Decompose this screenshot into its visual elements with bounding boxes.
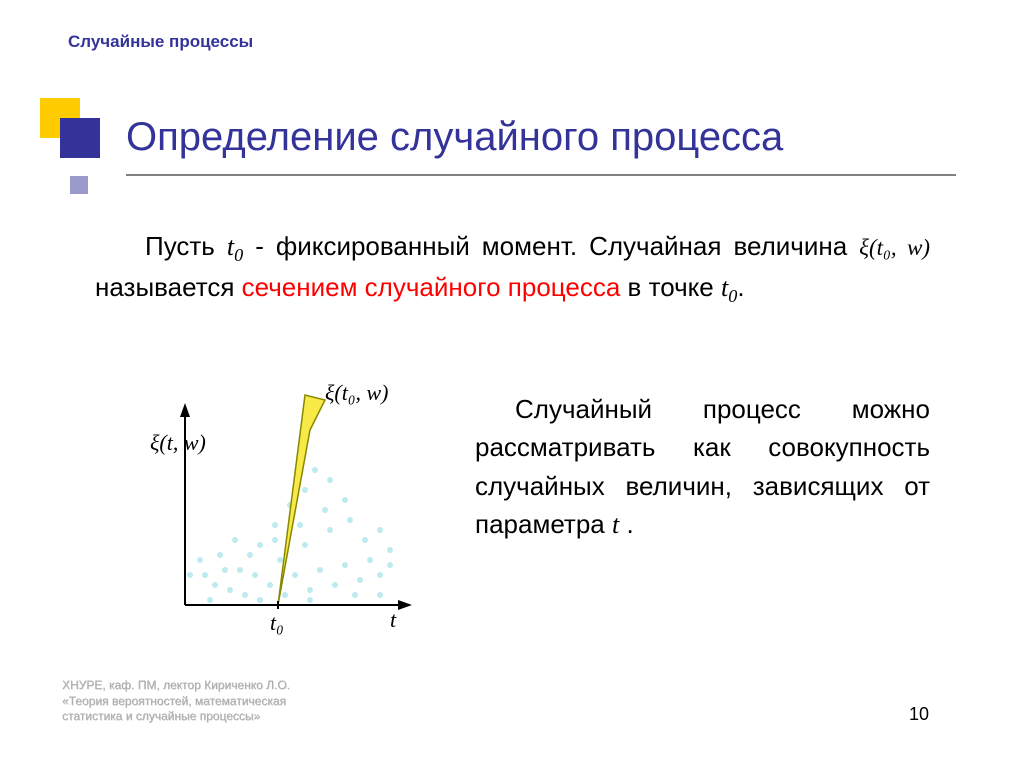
label-xi-tw: ξ(t, w) bbox=[150, 430, 206, 455]
title-underline bbox=[126, 174, 956, 176]
page-title: Определение случайного процесса bbox=[126, 115, 783, 160]
p2-t1: Случайный процесс можно рассматривать ка… bbox=[475, 394, 930, 539]
tick-t0-label: t₀ bbox=[270, 610, 284, 635]
p1-var-t: t bbox=[227, 232, 234, 261]
page-number: 10 bbox=[909, 704, 929, 725]
p1-t3: называется bbox=[95, 272, 242, 302]
figure-diagram: ξ(t, w) ξ(t₀, w) t t₀ bbox=[130, 375, 430, 655]
label-xi-t0w: ξ(t₀, w) bbox=[325, 380, 389, 405]
x-arrow bbox=[398, 600, 412, 610]
p1-t1: Пусть bbox=[145, 231, 227, 261]
footer-line2: «Теория вероятностей, математическая bbox=[62, 694, 382, 710]
footer-line3: статистика и случайные процессы» bbox=[62, 709, 382, 725]
footer-line1: ХНУРЕ, каф. ПМ, лектор Кириченко Л.О. bbox=[62, 678, 382, 694]
deco-square-blue bbox=[60, 118, 100, 158]
deco-square-small bbox=[70, 176, 88, 194]
y-arrow bbox=[180, 403, 190, 417]
p1-red: сечением случайного процесса bbox=[242, 272, 621, 302]
p1-t2: - фиксированный момент. Случайная величи… bbox=[243, 231, 859, 261]
paragraph-2: Случайный процесс можно рассматривать ка… bbox=[475, 390, 930, 545]
p1-xi-expr: ξ(t₀, w) bbox=[859, 235, 930, 260]
p2-t2: . bbox=[619, 509, 633, 539]
p1-t5: . bbox=[737, 272, 744, 302]
p1-sub0-b: 0 bbox=[728, 286, 737, 306]
p1-sub0-a: 0 bbox=[234, 245, 243, 265]
axis-t-label: t bbox=[390, 607, 397, 632]
paragraph-1: Пусть t0 - фиксированный момент. Случайн… bbox=[95, 228, 930, 309]
header-label: Случайные процессы bbox=[68, 32, 253, 52]
p1-t4: в точке bbox=[620, 272, 721, 302]
footer-credit: ХНУРЕ, каф. ПМ, лектор Кириченко Л.О. «Т… bbox=[62, 678, 382, 725]
wedge bbox=[278, 395, 325, 605]
